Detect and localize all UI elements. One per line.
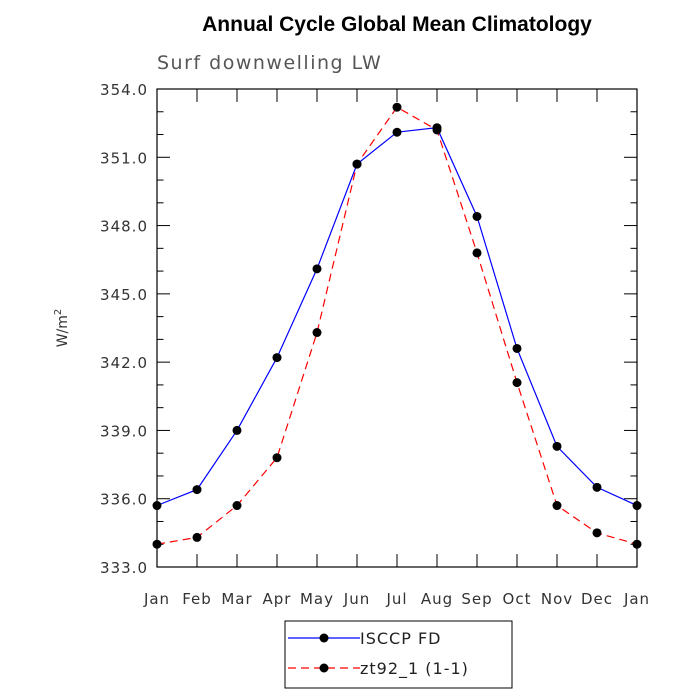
series-1-point [312, 328, 322, 338]
x-tick-label: May [300, 590, 334, 608]
y-tick-label: 333.0 [100, 559, 148, 577]
series-0-point [512, 343, 522, 353]
x-tick-label: Nov [541, 590, 573, 608]
legend-box [284, 620, 513, 689]
y-tick-label: 342.0 [100, 354, 148, 372]
series-layer [152, 102, 642, 549]
plot-frame [156, 88, 638, 568]
series-1-point [392, 102, 402, 112]
y-axis-label: W/m2 [53, 309, 71, 348]
series-1-point [232, 501, 242, 511]
y-tick-label: 345.0 [100, 286, 148, 304]
y-tick-label: 351.0 [100, 149, 148, 167]
x-tick-label: Oct [503, 590, 532, 608]
axis-ticks: 333.0 336.0 339.0 342.0 345.0 348.0 351.0 354.0… [100, 81, 650, 608]
y-axis-label-text: W/m [55, 315, 71, 347]
chart-subtitle: Surf downwelling LW [157, 52, 382, 74]
legend-label-zt92: zt92_1 (1-1) [360, 659, 469, 679]
x-tick-label: Sep [461, 590, 492, 608]
x-tick-label: Jan [143, 590, 170, 608]
y-tick-label: 339.0 [100, 422, 148, 440]
legend-label-isccp: ISCCP FD [360, 629, 441, 648]
series-0-point [392, 127, 402, 137]
x-tick-label: Aug [421, 590, 453, 608]
x-tick-label: Jun [343, 590, 370, 608]
series-0-point [312, 264, 322, 274]
chart-title: Annual Cycle Global Mean Climatology [202, 13, 592, 36]
series-0-point [272, 353, 282, 363]
series-0-point [592, 482, 602, 492]
legend-marker-isccp [319, 633, 329, 643]
series-0-point [552, 441, 562, 451]
series-1-point [432, 125, 442, 135]
x-tick-label: Feb [182, 590, 212, 608]
x-tick-label: Mar [221, 590, 252, 608]
svg-text:W/m2: W/m2 [53, 309, 71, 348]
series-0-point [232, 425, 242, 435]
series-0-point [472, 211, 482, 221]
x-tick-label: Jul [385, 590, 407, 608]
series-line-1 [156, 106, 638, 545]
series-1-point [592, 528, 602, 538]
series-0-point [192, 485, 202, 495]
x-tick-label: Dec [581, 590, 613, 608]
x-tick-label: Jan [623, 590, 650, 608]
series-1-point [472, 248, 482, 258]
series-1-point [352, 159, 362, 169]
legend-marker-zt92 [319, 663, 329, 673]
y-axis-label-superscript: 2 [53, 309, 64, 315]
y-tick-label: 354.0 [100, 81, 148, 99]
series-1-point [552, 501, 562, 511]
series-1-point [192, 532, 202, 542]
y-tick-label: 336.0 [100, 491, 148, 509]
series-line-0 [156, 127, 638, 507]
series-1-point [272, 453, 282, 463]
y-tick-label: 348.0 [100, 218, 148, 236]
x-tick-label: Apr [263, 590, 292, 608]
series-1-point [512, 378, 522, 388]
legend: ISCCP FD zt92_1 (1-1) [284, 620, 513, 689]
